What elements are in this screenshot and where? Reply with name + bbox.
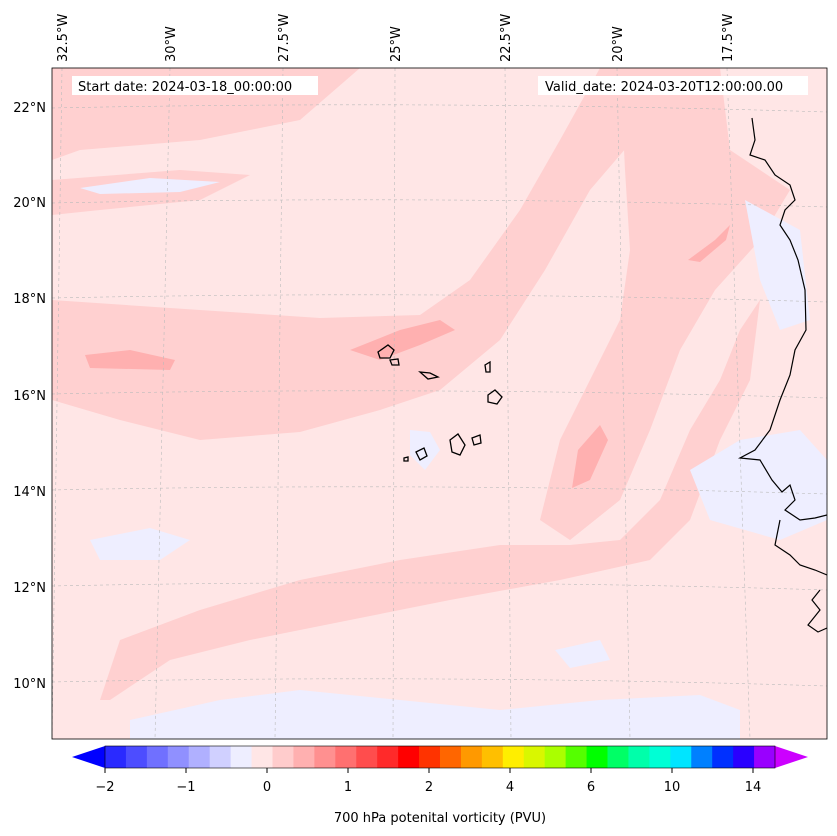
colorbar-tick-label: 2 xyxy=(425,780,433,795)
colorbar: −2 −1 0 1 2 4 6 10 14 700 hPa potenital … xyxy=(72,745,808,826)
map-panel xyxy=(52,68,827,739)
colorbar-tick-label: 1 xyxy=(344,780,352,795)
pv-core-east xyxy=(572,425,608,488)
colorbar-cell xyxy=(314,746,336,768)
colorbar-cell xyxy=(607,746,629,768)
colorbar-cell xyxy=(565,746,588,768)
lon-label: 25°W xyxy=(389,26,404,62)
colorbar-cell xyxy=(733,746,755,768)
colorbar-cell xyxy=(251,746,273,768)
lon-label: 30°W xyxy=(164,26,179,62)
colorbar-cell xyxy=(398,746,420,768)
colorbar-cell xyxy=(419,746,441,768)
latitude-labels: 22°N 20°N 18°N 16°N 14°N 12°N 10°N xyxy=(13,101,46,692)
africa-coastline-guinea xyxy=(807,589,827,633)
colorbar-cell xyxy=(502,746,525,768)
pv-negative-se xyxy=(555,640,610,668)
colorbar-cell xyxy=(628,746,650,768)
lon-label: 32.5°W xyxy=(56,14,71,62)
colorbar-cell xyxy=(481,746,504,768)
lat-label: 10°N xyxy=(13,677,46,692)
colorbar-tick-label: 4 xyxy=(506,780,514,795)
colorbar-tick-label: −2 xyxy=(95,780,114,795)
africa-coastline-south xyxy=(774,519,827,576)
pv-negative-sw xyxy=(90,528,190,560)
colorbar-cell xyxy=(440,746,462,768)
colorbar-cell xyxy=(754,746,776,768)
colorbar-cell xyxy=(188,746,211,768)
colorbar-tick-label: 10 xyxy=(664,780,681,795)
cape-verde-islands xyxy=(377,344,503,462)
pv-negative-east-1 xyxy=(745,200,810,330)
pv-negative-south xyxy=(130,690,740,739)
colorbar-tick-label: 0 xyxy=(263,780,271,795)
colorbar-ticks xyxy=(104,768,754,773)
pv-core-west xyxy=(85,350,175,370)
pv-band-east xyxy=(540,68,790,540)
pv-negative-north xyxy=(80,178,220,194)
pv-band-central xyxy=(52,68,680,440)
pv-band-south xyxy=(100,300,760,700)
colorbar-cell xyxy=(209,746,232,768)
colorbar-cell xyxy=(649,746,671,768)
map-frame xyxy=(51,67,828,740)
colorbar-cell xyxy=(125,746,148,768)
lat-label: 16°N xyxy=(13,389,46,404)
colorbar-cell xyxy=(105,746,127,768)
colorbar-cell xyxy=(691,746,713,768)
colorbar-tick-labels: −2 −1 0 1 2 4 6 10 14 xyxy=(95,780,761,795)
lat-label: 22°N xyxy=(13,101,46,116)
colorbar-cell xyxy=(146,746,169,768)
colorbar-cell xyxy=(544,746,567,768)
graticule xyxy=(52,68,827,739)
colorbar-cell xyxy=(712,746,734,768)
africa-coastline xyxy=(737,117,827,521)
colorbar-cell xyxy=(335,746,357,768)
lat-label: 20°N xyxy=(13,196,46,211)
colorbar-extend-max xyxy=(775,746,808,768)
colorbar-tick-label: 6 xyxy=(587,780,595,795)
lat-label: 18°N xyxy=(13,292,46,307)
colorbar-cell xyxy=(293,746,315,768)
lon-label: 22.5°W xyxy=(499,14,514,62)
lat-label: 14°N xyxy=(13,485,46,500)
colorbar-cell xyxy=(356,746,378,768)
colorbar-cells xyxy=(105,746,776,768)
colorbar-cell xyxy=(523,746,546,768)
colorbar-cell xyxy=(167,746,190,768)
lon-label: 20°W xyxy=(611,26,626,62)
colorbar-cell xyxy=(230,746,253,768)
colorbar-tick-label: 14 xyxy=(745,780,762,795)
lat-label: 12°N xyxy=(13,581,46,596)
pv-core-northeast xyxy=(688,225,730,262)
start-date-box xyxy=(72,76,318,95)
valid-date-label: Valid_date: 2024-03-20T12:00:00.00 xyxy=(545,80,783,95)
colorbar-cell xyxy=(460,746,483,768)
longitude-labels: 32.5°W 30°W 27.5°W 25°W 22.5°W 20°W 17.5… xyxy=(56,14,736,62)
colorbar-label: 700 hPa potenital vorticity (PVU) xyxy=(334,811,546,826)
colorbar-extend-min xyxy=(72,746,105,768)
colorbar-cell xyxy=(586,746,608,768)
colorbar-outline xyxy=(104,745,776,769)
colorbar-cell xyxy=(670,746,692,768)
start-date-label: Start date: 2024-03-18_00:00:00 xyxy=(78,80,292,95)
pv-core-islands xyxy=(350,320,455,360)
lon-label: 17.5°W xyxy=(721,14,736,62)
lon-label: 27.5°W xyxy=(277,14,292,62)
colorbar-cell xyxy=(272,746,294,768)
colorbar-tick-label: −1 xyxy=(176,780,195,795)
pv-negative-east-2 xyxy=(690,430,827,540)
colorbar-cell xyxy=(377,746,399,768)
valid-date-box xyxy=(538,76,808,95)
